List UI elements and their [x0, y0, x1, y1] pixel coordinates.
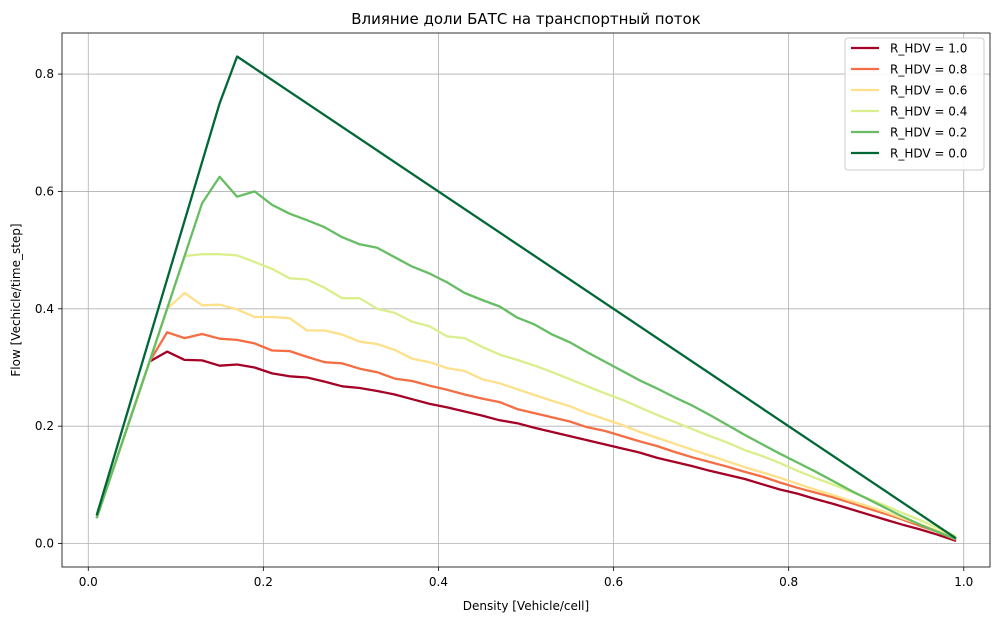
x-axis-ticks: 0.0 0.2 0.4 0.6 0.8 1.0 — [79, 567, 973, 589]
series-line-1 — [95, 331, 957, 541]
x-tick-label: 0.4 — [429, 575, 448, 589]
x-tick-label: 0.0 — [79, 575, 98, 589]
legend-label: R_HDV = 0.4 — [890, 105, 967, 119]
x-tick-label: 0.6 — [604, 575, 623, 589]
y-axis-label: Flow [Vechicle/time_step] — [9, 223, 23, 376]
legend-label: R_HDV = 0.8 — [890, 63, 967, 77]
series-line-3 — [95, 253, 957, 538]
y-tick-label: 0.8 — [35, 67, 54, 81]
series-line-2 — [95, 291, 957, 540]
legend: R_HDV = 1.0 R_HDV = 0.8 R_HDV = 0.6 R_HDV =… — [844, 37, 985, 171]
x-axis-label: Density [Vehicle/cell] — [463, 599, 589, 613]
y-axis-ticks: 0.0 0.2 0.4 0.6 0.8 — [35, 67, 62, 551]
x-tick-label: 1.0 — [954, 575, 973, 589]
legend-label: R_HDV = 0.6 — [890, 84, 967, 98]
series-line-0 — [95, 350, 957, 543]
series-layer — [95, 55, 957, 543]
x-tick-label: 0.8 — [779, 575, 798, 589]
legend-box — [844, 37, 985, 171]
y-tick-label: 0.6 — [35, 184, 54, 198]
series-line-5 — [95, 55, 957, 540]
y-tick-label: 0.4 — [35, 302, 54, 316]
chart-title: Влияние доли БАТС на транспортный поток — [351, 10, 700, 28]
legend-label: R_HDV = 0.2 — [890, 126, 967, 140]
legend-label: R_HDV = 0.0 — [890, 147, 967, 161]
y-tick-label: 0.0 — [35, 537, 54, 551]
plot-frame — [61, 32, 991, 568]
y-tick-label: 0.2 — [35, 419, 54, 433]
legend-label: R_HDV = 1.0 — [890, 42, 967, 56]
series-line-4 — [95, 175, 957, 541]
x-tick-label: 0.2 — [254, 575, 273, 589]
